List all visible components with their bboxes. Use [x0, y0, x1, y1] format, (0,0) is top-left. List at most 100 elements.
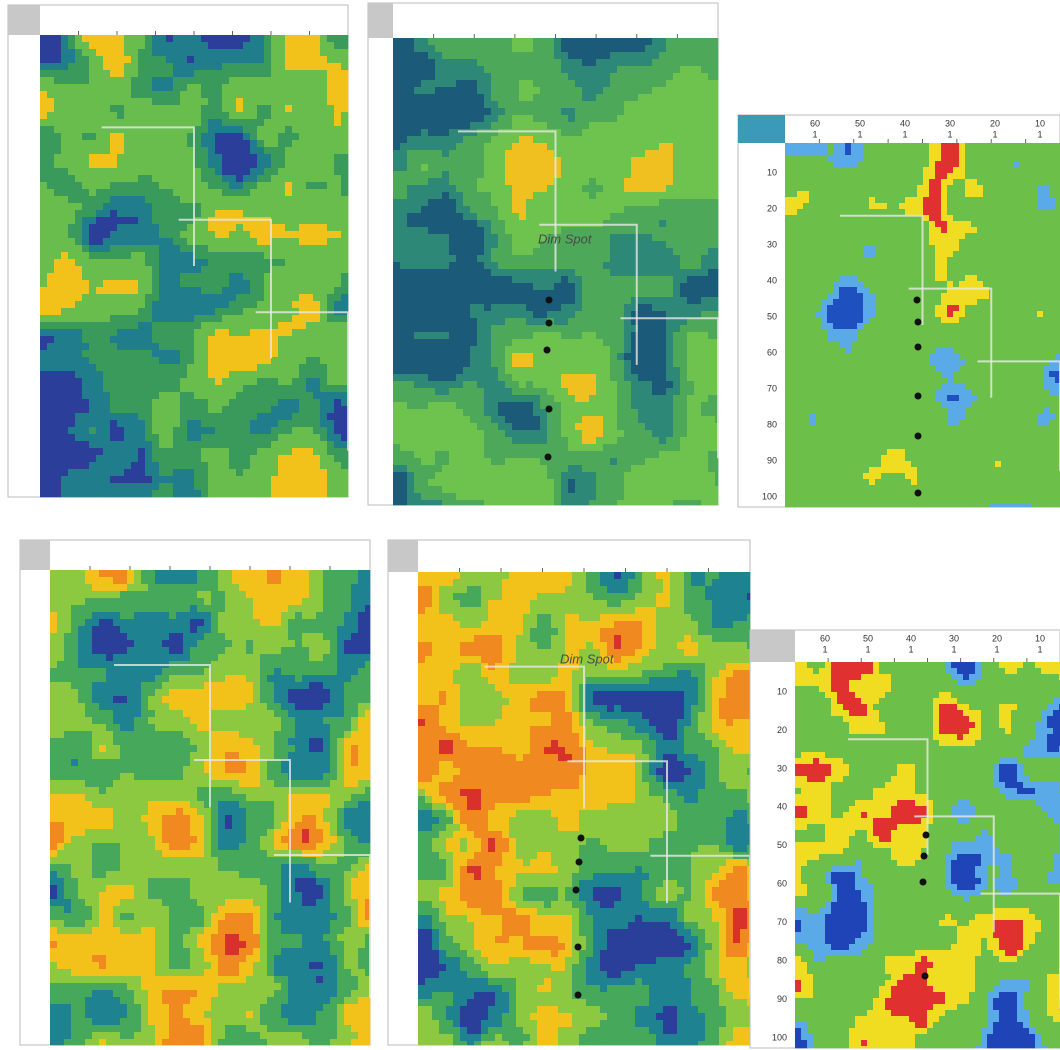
map-cell — [715, 157, 719, 165]
map-cell — [320, 154, 328, 162]
map-cell — [320, 434, 328, 442]
map-cell — [498, 73, 506, 81]
map-cell — [47, 427, 55, 435]
map-cell — [428, 290, 436, 298]
map-cell — [110, 147, 118, 155]
map-cell — [589, 227, 597, 235]
map-cell — [477, 283, 485, 291]
map-cell — [407, 87, 415, 95]
map-cell — [470, 164, 478, 172]
map-cell — [236, 210, 244, 218]
map-cell — [110, 126, 118, 134]
map-cell — [645, 164, 653, 172]
map-cell — [173, 476, 181, 484]
map-cell — [54, 210, 62, 218]
map-cell — [229, 322, 237, 330]
map-cell — [250, 315, 258, 323]
map-cell — [477, 178, 485, 186]
map-cell — [449, 220, 457, 228]
map-cell — [320, 259, 328, 267]
map-cell — [61, 147, 69, 155]
map-cell — [299, 364, 307, 372]
map-cell — [131, 35, 139, 43]
map-cell — [512, 255, 520, 263]
map-cell — [589, 87, 597, 95]
map-cell — [89, 126, 97, 134]
map-cell — [715, 171, 719, 179]
map-cell — [271, 273, 279, 281]
map-cell — [180, 315, 188, 323]
map-cell — [470, 255, 478, 263]
map-cell — [40, 238, 48, 246]
map-cell — [166, 238, 174, 246]
map-cell — [61, 287, 69, 295]
map-cell — [320, 280, 328, 288]
map-cell — [400, 339, 408, 347]
map-cell — [243, 168, 251, 176]
map-cell — [96, 133, 104, 141]
map-cell — [145, 77, 153, 85]
map-cell — [400, 101, 408, 109]
map-cell — [547, 304, 555, 312]
map-cell — [575, 115, 583, 123]
map-cell — [341, 154, 349, 162]
map-cell — [540, 325, 548, 333]
map-cell — [617, 164, 625, 172]
map-cell — [257, 280, 265, 288]
map-cell — [428, 339, 436, 347]
map-cell — [47, 280, 55, 288]
map-cell — [624, 129, 632, 137]
map-cell — [414, 206, 422, 214]
map-cell — [327, 238, 335, 246]
map-cell — [306, 336, 314, 344]
map-cell — [271, 420, 279, 428]
map-cell — [89, 91, 97, 99]
map-cell — [463, 87, 471, 95]
map-cell — [645, 248, 653, 256]
map-cell — [505, 87, 513, 95]
map-cell — [264, 273, 272, 281]
map-cell — [229, 196, 237, 204]
map-cell — [292, 252, 300, 260]
map-cell — [138, 476, 146, 484]
map-cell — [491, 213, 499, 221]
map-cell — [61, 105, 69, 113]
map-cell — [582, 59, 590, 67]
map-cell — [54, 301, 62, 309]
map-cell — [484, 115, 492, 123]
map-cell — [187, 427, 195, 435]
map-cell — [250, 301, 258, 309]
map-cell — [89, 105, 97, 113]
map-cell — [61, 329, 69, 337]
map-cell — [393, 241, 401, 249]
map-cell — [47, 252, 55, 260]
map-cell — [526, 94, 534, 102]
map-cell — [96, 413, 104, 421]
map-cell — [442, 129, 450, 137]
map-cell — [250, 203, 258, 211]
map-cell — [414, 80, 422, 88]
map-cell — [341, 420, 349, 428]
map-cell — [456, 115, 464, 123]
map-cell — [327, 112, 335, 120]
map-cell — [533, 108, 541, 116]
map-cell — [250, 140, 258, 148]
map-cell — [152, 462, 160, 470]
map-cell — [159, 287, 167, 295]
map-cell — [285, 168, 293, 176]
map-cell — [596, 241, 604, 249]
map-cell — [285, 133, 293, 141]
map-cell — [180, 224, 188, 232]
map-cell — [505, 136, 513, 144]
map-cell — [47, 308, 55, 316]
map-cell — [491, 129, 499, 137]
map-cell — [264, 245, 272, 253]
map-cell — [180, 35, 188, 43]
map-cell — [435, 66, 443, 74]
map-cell — [687, 213, 695, 221]
map-cell — [306, 301, 314, 309]
map-cell — [40, 49, 48, 57]
map-cell — [701, 38, 709, 46]
map-cell — [82, 343, 90, 351]
map-cell — [610, 311, 618, 319]
